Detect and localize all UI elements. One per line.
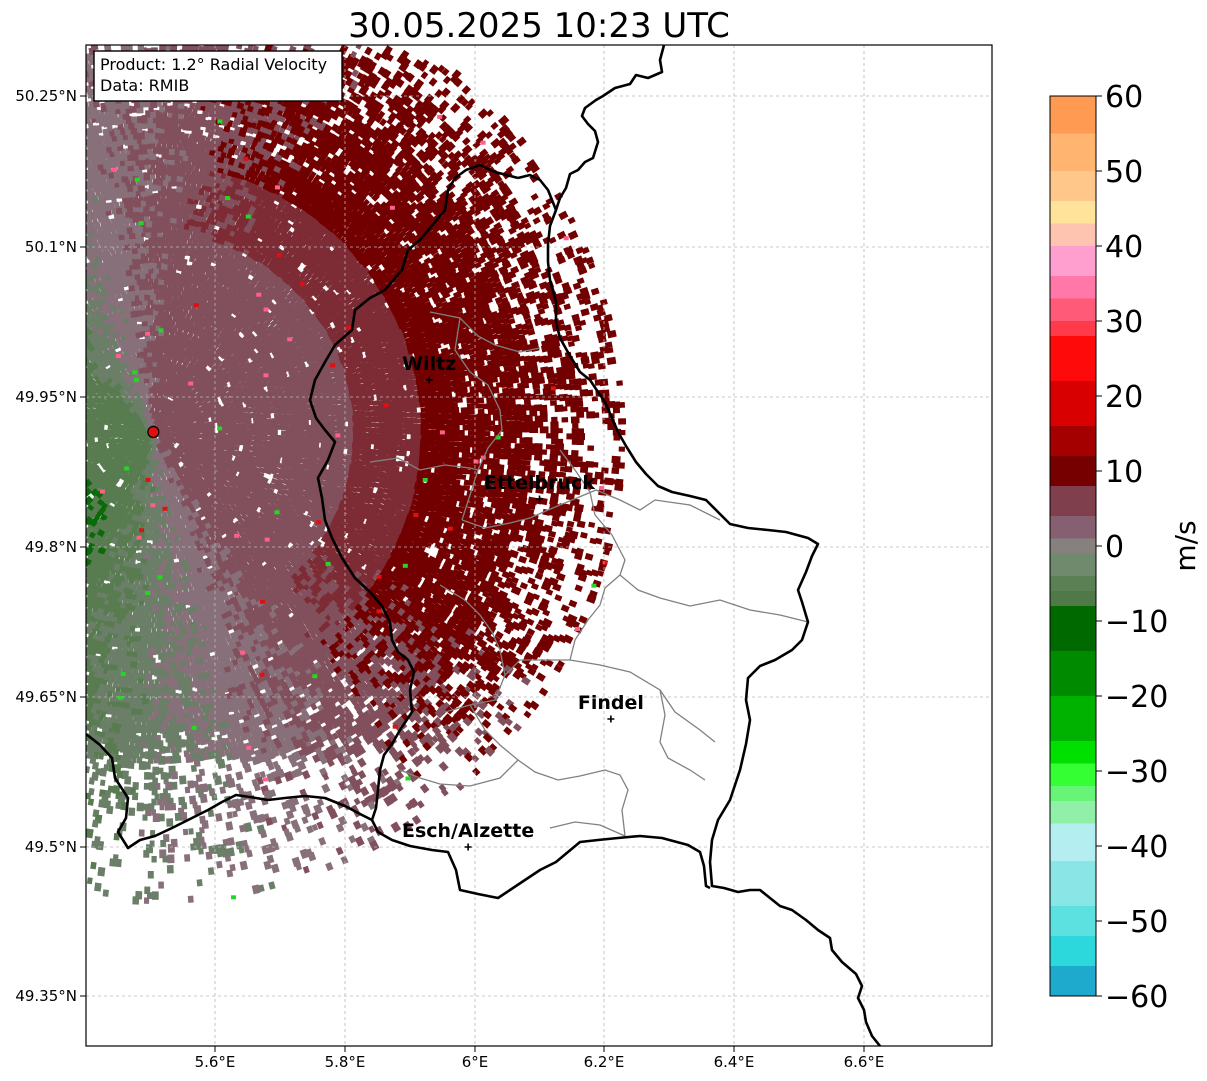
canton-borders (369, 311, 809, 837)
lat-tick-label: 49.65°N (15, 688, 77, 706)
colorbar-band (1050, 966, 1096, 997)
colorbar-band (1050, 906, 1096, 937)
colorbar-band (1050, 516, 1096, 539)
colorbar-band (1050, 201, 1096, 224)
colorbar-band (1050, 321, 1096, 337)
lat-tick-label: 49.35°N (15, 987, 77, 1005)
city-marker (536, 495, 543, 503)
figure-title: 30.05.2025 10:23 UTC (348, 6, 730, 46)
colorbar-band (1050, 298, 1096, 322)
colorbar-tick-label: 30 (1105, 305, 1143, 340)
colorbar-unit-label: m/s (1169, 520, 1202, 571)
colorbar-band (1050, 553, 1096, 577)
colorbar-band (1050, 456, 1096, 487)
colorbar-tick-label: −40 (1105, 830, 1168, 865)
lat-tick-label: 50.1°N (25, 238, 77, 256)
colorbar-band (1050, 276, 1096, 299)
colorbar-tick-label: −30 (1105, 755, 1168, 790)
lon-tick-label: 6.2°E (584, 1053, 625, 1071)
colorbar-band (1050, 246, 1096, 277)
colorbar-band (1050, 133, 1096, 172)
city-label-wiltz: Wiltz (402, 353, 456, 375)
country-borders (86, 45, 882, 1046)
colorbar-tick-label: −60 (1105, 980, 1168, 1015)
colorbar-band (1050, 96, 1096, 134)
colorbar-band (1050, 538, 1096, 554)
colorbar-tick-label: −10 (1105, 605, 1168, 640)
city-marker (464, 843, 472, 851)
longitude-axis: 5.6°E 5.8°E 6°E 6.2°E 6.4°E 6.6°E (195, 1046, 885, 1071)
colorbar-ticks: 60 50 40 30 20 10 0 −10 −20 −30 −40 −50 −60 (1096, 80, 1168, 1015)
lon-tick-label: 5.8°E (325, 1053, 366, 1071)
latitude-axis: 50.25°N 50.1°N 49.95°N 49.8°N 49.65°N 49… (15, 87, 86, 1005)
lat-tick-label: 50.25°N (15, 87, 77, 105)
radar-site-marker (147, 425, 160, 439)
city-label-ettelbruck: Ettelbruck (484, 472, 595, 494)
colorbar-band (1050, 576, 1096, 592)
colorbar-tick-label: 50 (1105, 155, 1143, 190)
colorbar-tick-label: 40 (1105, 230, 1143, 265)
colorbar-band (1050, 696, 1096, 742)
data-source-label: Data: RMIB (100, 76, 189, 95)
colorbar-band (1050, 741, 1096, 764)
lon-tick-label: 6°E (462, 1053, 489, 1071)
product-label: Product: 1.2° Radial Velocity (100, 55, 327, 74)
colorbar-tick-label: −20 (1105, 680, 1168, 715)
colorbar-band (1050, 786, 1096, 802)
colorbar-band (1050, 426, 1096, 457)
colorbar-band (1050, 223, 1096, 247)
colorbar-band (1050, 381, 1096, 427)
velocity-colorbar: 60 50 40 30 20 10 0 −10 −20 −30 −40 −50 −60 m/s (1049, 80, 1202, 1015)
lon-tick-label: 6.4°E (714, 1053, 755, 1071)
colorbar-band (1050, 591, 1096, 607)
colorbar-tick-label: 20 (1105, 380, 1143, 415)
colorbar-band (1050, 801, 1096, 824)
colorbar-band (1050, 823, 1096, 862)
colorbar-band (1050, 861, 1096, 907)
lon-tick-label: 6.6°E (844, 1053, 885, 1071)
product-info-box: Product: 1.2° Radial Velocity Data: RMIB (93, 50, 343, 102)
colorbar-tick-label: 10 (1105, 455, 1143, 490)
city-marker (607, 715, 615, 723)
colorbar-tick-label: 0 (1105, 530, 1124, 565)
map-frame (85, 44, 993, 1047)
colorbar-band (1050, 936, 1096, 967)
city-marker (425, 376, 433, 384)
lat-tick-label: 49.95°N (15, 388, 77, 406)
colorbar-bands (1050, 96, 1096, 997)
lat-tick-label: 49.5°N (25, 838, 77, 856)
colorbar-tick-label: 60 (1105, 80, 1143, 115)
colorbar-band (1050, 651, 1096, 697)
colorbar-band (1050, 606, 1096, 652)
lat-tick-label: 49.8°N (25, 538, 77, 556)
colorbar-tick-label: −50 (1105, 905, 1168, 940)
map-gridlines (86, 45, 992, 1046)
colorbar-band (1050, 486, 1096, 517)
city-markers: Wiltz Ettelbruck Findel Esch/Alzette (402, 353, 644, 851)
colorbar-band (1050, 171, 1096, 202)
city-label-esch-alzette: Esch/Alzette (402, 820, 534, 842)
colorbar-band (1050, 336, 1096, 382)
city-label-findel: Findel (578, 692, 644, 714)
lon-tick-label: 5.6°E (195, 1053, 236, 1071)
colorbar-band (1050, 763, 1096, 787)
